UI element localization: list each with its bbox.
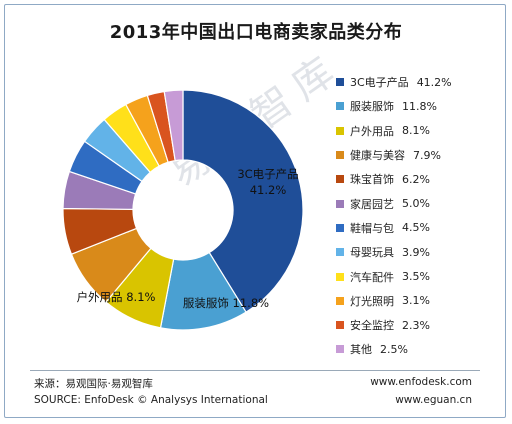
legend-value-1: 41.2% xyxy=(416,75,452,89)
legend-label-5: 珠宝首饰 xyxy=(350,173,394,187)
slice-label-2: 服装服饰 11.8% xyxy=(183,296,269,310)
legend-item-11: 安全监控 2.3% xyxy=(336,313,496,337)
legend-label-10: 灯光照明 xyxy=(350,294,394,308)
legend-item-4: 健康与美容 7.9% xyxy=(336,143,496,167)
legend-item-9: 汽车配件 3.5% xyxy=(336,264,496,288)
legend-value-6: 5.0% xyxy=(402,197,430,211)
chart-legend: 3C电子产品 41.2% 服装服饰 11.8% 户外用品 8.1% 健康与美容 7.9% 珠宝首… xyxy=(336,70,496,362)
legend-value-10: 3.1% xyxy=(402,294,430,308)
legend-swatch-4 xyxy=(336,151,344,160)
legend-label-4: 健康与美容 xyxy=(350,149,405,163)
slice-label-3: 户外用品 8.1% xyxy=(77,290,156,304)
legend-swatch-1 xyxy=(336,78,344,87)
legend-value-2: 11.8% xyxy=(402,99,437,113)
legend-swatch-8 xyxy=(336,248,344,257)
legend-label-12: 其他 xyxy=(350,343,372,357)
legend-item-10: 灯光照明 3.1% xyxy=(336,289,496,313)
legend-label-3: 户外用品 xyxy=(350,124,394,138)
legend-label-1: 3C电子产品 xyxy=(350,76,409,90)
legend-item-3: 户外用品 8.1% xyxy=(336,119,496,143)
legend-item-6: 家居园艺 5.0% xyxy=(336,191,496,215)
legend-item-5: 珠宝首饰 6.2% xyxy=(336,167,496,191)
legend-item-2: 服装服饰 11.8% xyxy=(336,94,496,118)
legend-value-8: 3.9% xyxy=(402,245,430,259)
legend-item-1: 3C电子产品 41.2% xyxy=(336,70,496,94)
slice-label-1-line1: 3C电子产品 xyxy=(237,167,298,181)
chart-title: 2013年中国出口电商卖家品类分布 xyxy=(109,22,403,43)
legend-label-11: 安全监控 xyxy=(350,319,394,333)
legend-swatch-6 xyxy=(336,199,344,208)
legend-label-9: 汽车配件 xyxy=(350,270,394,284)
donut-slice-1 xyxy=(182,89,304,313)
legend-item-12: 其他 2.5% xyxy=(336,337,496,361)
legend-value-9: 3.5% xyxy=(402,270,430,284)
legend-item-8: 母婴玩具 3.9% xyxy=(336,240,496,264)
legend-swatch-5 xyxy=(336,175,344,184)
legend-value-4: 7.9% xyxy=(413,148,441,162)
legend-swatch-10 xyxy=(336,296,344,305)
legend-swatch-2 xyxy=(336,102,344,111)
legend-value-3: 8.1% xyxy=(402,124,430,138)
footer-url-eguan[interactable]: www.eguan.cn xyxy=(395,394,472,406)
legend-value-11: 2.3% xyxy=(402,318,430,332)
legend-value-7: 4.5% xyxy=(402,221,430,235)
source-cn: 来源：易观国际·易观智库 xyxy=(34,378,153,390)
legend-label-8: 母婴玩具 xyxy=(350,246,394,260)
footer-divider xyxy=(30,370,480,371)
slice-label-1-line2: 41.2% xyxy=(250,183,287,197)
legend-swatch-12 xyxy=(336,345,344,354)
legend-label-7: 鞋帽与包 xyxy=(350,221,394,235)
legend-value-5: 6.2% xyxy=(402,172,430,186)
source-en: SOURCE: EnfoDesk © Analysys Internationa… xyxy=(34,394,268,406)
legend-swatch-11 xyxy=(336,321,344,330)
legend-swatch-9 xyxy=(336,272,344,281)
legend-label-6: 家居园艺 xyxy=(350,197,394,211)
legend-value-12: 2.5% xyxy=(380,342,408,356)
legend-swatch-7 xyxy=(336,223,344,232)
footer-url-enfodesk[interactable]: www.enfodesk.com xyxy=(370,376,472,388)
legend-label-2: 服装服饰 xyxy=(350,100,394,114)
legend-item-7: 鞋帽与包 4.5% xyxy=(336,216,496,240)
donut-slice-12 xyxy=(163,89,184,162)
legend-swatch-3 xyxy=(336,126,344,135)
